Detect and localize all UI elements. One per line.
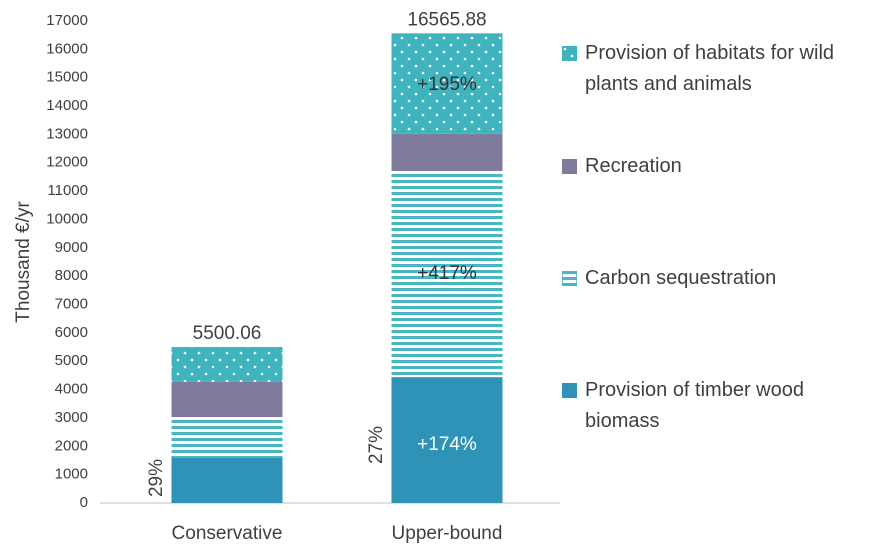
y-tick-label: 1000	[55, 466, 88, 483]
y-tick-label: 6000	[55, 324, 88, 341]
y-tick-label: 8000	[55, 267, 88, 284]
annotation: 29%	[146, 459, 167, 497]
y-tick-label: 5000	[55, 352, 88, 369]
bar-segment	[171, 381, 283, 418]
y-tick-label: 7000	[55, 295, 88, 312]
legend-label: Recreation	[585, 155, 682, 177]
legend-item: Recreation	[562, 151, 862, 182]
y-tick-label: 2000	[55, 437, 88, 454]
y-axis-label: Thousand €/yr	[13, 201, 34, 323]
legend-swatch	[562, 159, 577, 174]
legend-label: Carbon sequestration	[585, 267, 777, 289]
total-label: 5500.06	[193, 323, 262, 344]
bar-segment	[171, 417, 283, 458]
y-tick-label: 9000	[55, 239, 88, 256]
legend-swatch	[562, 46, 577, 61]
bar-segment	[171, 457, 283, 503]
y-tick-label: 11000	[47, 182, 88, 199]
y-tick-label: 3000	[55, 409, 88, 426]
legend-item: Provision of habitats for wild plants an…	[562, 38, 862, 100]
bar-segment	[171, 347, 283, 382]
annotation: +417%	[417, 263, 477, 284]
bar-segment	[391, 170, 503, 378]
legend-swatch	[562, 271, 577, 286]
y-tick-label: 15000	[46, 69, 88, 86]
y-tick-label: 16000	[46, 40, 88, 57]
y-tick-label: 14000	[46, 97, 88, 114]
annotation: +195%	[417, 74, 477, 95]
bar-segment	[391, 133, 503, 171]
y-tick-label: 10000	[46, 210, 88, 227]
x-tick-label: Conservative	[172, 523, 283, 544]
annotation: 27%	[366, 426, 387, 464]
legend-label: Provision of timber wood biomass	[585, 379, 804, 432]
y-tick-label: 12000	[46, 154, 88, 171]
y-tick-label: 4000	[55, 381, 88, 398]
legend-swatch	[562, 383, 577, 398]
bar-segment	[391, 33, 503, 134]
bar-segment	[391, 377, 503, 503]
y-tick-label: 0	[80, 494, 88, 511]
x-tick-label: Upper-bound	[392, 523, 503, 544]
legend-item: Carbon sequestration	[562, 263, 862, 294]
legend-item: Provision of timber wood biomass	[562, 375, 862, 437]
y-tick-label: 13000	[46, 125, 88, 142]
total-label: 16565.88	[407, 9, 486, 30]
legend-label: Provision of habitats for wild plants an…	[585, 42, 835, 95]
annotation: +174%	[417, 434, 477, 455]
y-tick-label: 17000	[46, 12, 88, 29]
